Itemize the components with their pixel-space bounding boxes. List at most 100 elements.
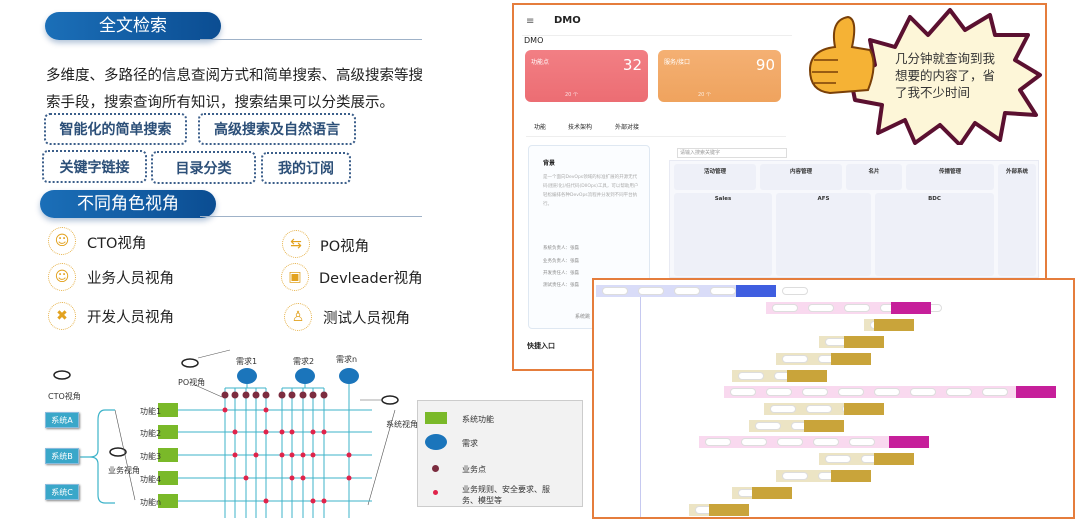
group-external: 外部系统 [998, 164, 1036, 276]
module-map: 活动管理 内容管理 名片 传播管理 外部系统 Sales AFS BDC [669, 160, 1039, 278]
flow-node[interactable] [738, 372, 764, 380]
flow-node[interactable] [770, 405, 796, 413]
flow-end-box[interactable] [891, 302, 931, 314]
flow-node[interactable] [844, 304, 870, 312]
legend-function: 系统功能 [462, 415, 494, 424]
menu-icon[interactable]: ≡ [526, 16, 535, 27]
search-input[interactable]: 请输入搜索关键字 [677, 148, 787, 158]
flow-node[interactable] [806, 405, 832, 413]
divider [200, 39, 422, 40]
business-point [309, 391, 317, 399]
divider [522, 35, 792, 36]
flow-node[interactable] [808, 304, 834, 312]
flow-end-box[interactable] [831, 470, 871, 482]
flow-node[interactable] [730, 388, 756, 396]
flow-node[interactable] [777, 438, 803, 446]
eye-icon [109, 447, 127, 457]
system-a: 系统A [45, 412, 79, 428]
legend-need: 需求 [462, 439, 478, 448]
flow-node[interactable] [772, 304, 798, 312]
flow-node[interactable] [674, 287, 700, 295]
business-point [252, 391, 260, 399]
tab-external[interactable]: 外部对接 [615, 124, 640, 131]
business-point [242, 391, 250, 399]
function-label: 功能2 [140, 429, 162, 438]
person-icon: ☺ [48, 227, 76, 255]
rule-point [263, 429, 269, 435]
function-label: 功能1 [140, 407, 162, 416]
worker-icon: ♙ [284, 303, 312, 331]
flow-node[interactable] [849, 438, 875, 446]
traceability-diagram [53, 349, 399, 518]
rule-point [346, 475, 352, 481]
function-label: 功能n [140, 498, 162, 507]
flow-end-box[interactable] [787, 370, 827, 382]
feature-catalog: 目录分类 [151, 151, 256, 184]
flow-node[interactable] [741, 438, 767, 446]
flow-end-box[interactable] [804, 420, 844, 432]
flow-row [724, 386, 1056, 398]
flow-node[interactable] [910, 388, 936, 396]
owner: 业务负责人：张磊 [543, 259, 579, 264]
need-circle [295, 368, 315, 384]
rule-point [310, 498, 316, 504]
roles-section-title: 不同角色视角 [40, 190, 216, 218]
flow-node[interactable] [825, 455, 851, 463]
flow-end-box[interactable] [874, 453, 914, 465]
flow-node[interactable] [782, 287, 808, 295]
eye-icon [381, 395, 399, 405]
flow-node[interactable] [638, 287, 664, 295]
po-view-label: PO视角 [178, 378, 206, 387]
flow-end-box[interactable] [831, 353, 871, 365]
flow-node[interactable] [710, 287, 736, 295]
flow-node[interactable] [782, 355, 808, 363]
function-box [158, 494, 178, 508]
role-developer: 开发人员视角 [87, 310, 174, 326]
flow-end-box[interactable] [874, 319, 914, 331]
flow-end-box[interactable] [844, 336, 884, 348]
flow-node[interactable] [946, 388, 972, 396]
system-b: 系统B [45, 448, 79, 464]
flow-chart-screenshot [592, 278, 1075, 519]
flow-end-box[interactable] [736, 285, 776, 297]
flow-node[interactable] [705, 438, 731, 446]
tab-function[interactable]: 功能 [534, 122, 547, 137]
rule-point [346, 452, 352, 458]
flow-row [764, 403, 884, 415]
business-point [288, 391, 296, 399]
flow-node[interactable] [766, 388, 792, 396]
flow-node[interactable] [602, 287, 628, 295]
function-points-card[interactable]: 功能点 32 20 个 [525, 50, 648, 102]
flow-node[interactable] [982, 388, 1008, 396]
background-text: 是一个面向DevOps领域的标准扩展的开源无代码(图形化)/低代码(DIIOps… [543, 175, 639, 207]
flow-node[interactable] [874, 388, 900, 396]
flow-row [732, 487, 792, 499]
flow-end-box[interactable] [752, 487, 792, 499]
need-label: 需求n [336, 355, 358, 364]
flow-end-box[interactable] [709, 504, 749, 516]
system-link[interactable]: 系统跳 [575, 314, 591, 320]
flow-node[interactable] [813, 438, 839, 446]
role-po: PO视角 [320, 239, 370, 255]
flow-node[interactable] [838, 388, 864, 396]
flow-node[interactable] [802, 388, 828, 396]
tools-icon: ✖ [48, 302, 76, 330]
flow-end-box[interactable] [1016, 386, 1056, 398]
flow-node[interactable] [782, 472, 808, 480]
rule-point [232, 452, 238, 458]
rule-point [289, 475, 295, 481]
thumbs-up-bubble [808, 8, 1042, 145]
search-description: 多维度、多路径的信息查阅方式和简单搜索、高级搜索等搜索手段，搜索查询所有知识，搜… [46, 68, 423, 111]
group-bdc: BDC [875, 193, 994, 276]
services-card[interactable]: 服务/接口 90 20 个 [658, 50, 781, 102]
business-point [262, 391, 270, 399]
legend-need-swatch [425, 434, 447, 450]
flow-row [864, 319, 914, 331]
flow-row [819, 336, 884, 348]
tab-architecture[interactable]: 技术架构 [568, 124, 593, 131]
hand-box-icon: ▣ [281, 263, 309, 291]
flow-end-box[interactable] [889, 436, 929, 448]
flow-end-box[interactable] [844, 403, 884, 415]
function-box [158, 425, 178, 439]
flow-node[interactable] [755, 422, 781, 430]
